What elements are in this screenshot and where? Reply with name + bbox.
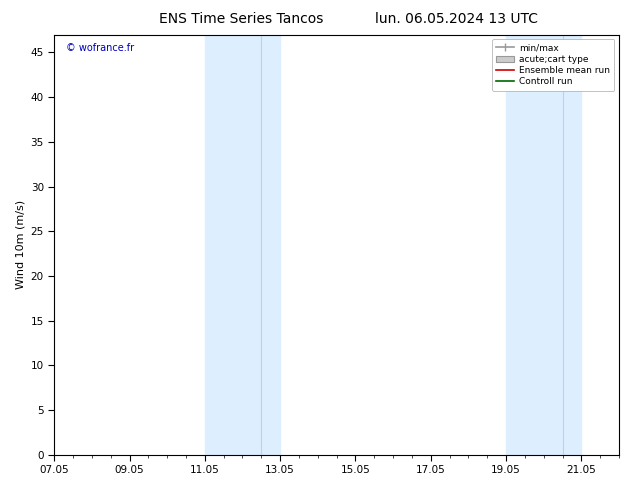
Bar (205, 35, 261, 455)
Text: © wofrance.fr: © wofrance.fr (65, 43, 134, 53)
Bar (261, 35, 280, 455)
Text: lun. 06.05.2024 13 UTC: lun. 06.05.2024 13 UTC (375, 12, 538, 26)
Text: ENS Time Series Tancos: ENS Time Series Tancos (158, 12, 323, 26)
Y-axis label: Wind 10m (m/s): Wind 10m (m/s) (15, 200, 25, 289)
Bar (506, 35, 562, 455)
Bar (562, 35, 581, 455)
Legend: min/max, acute;cart type, Ensemble mean run, Controll run: min/max, acute;cart type, Ensemble mean … (492, 39, 614, 91)
